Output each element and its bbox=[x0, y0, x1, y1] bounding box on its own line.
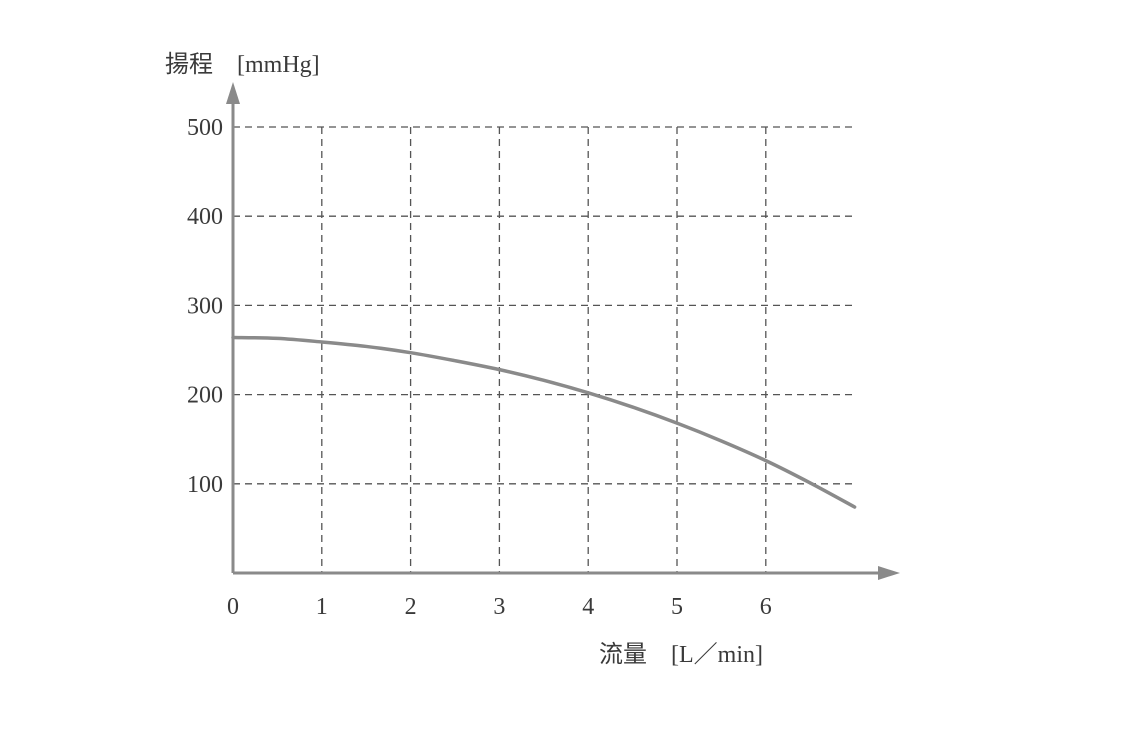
axes bbox=[226, 82, 900, 580]
y-tick-label-300: 300 bbox=[187, 293, 223, 319]
y-axis-arrowhead bbox=[226, 82, 240, 104]
x-axis-arrowhead bbox=[878, 566, 900, 580]
x-tick-label-4: 4 bbox=[582, 594, 594, 620]
x-tick-label-0: 0 bbox=[227, 594, 239, 620]
series-line-0 bbox=[231, 335, 857, 509]
tick-labels: 100 200 300 400 500 0 1 2 3 4 5 6 bbox=[187, 115, 772, 620]
x-tick-label-1: 1 bbox=[316, 594, 328, 620]
grid bbox=[233, 126, 856, 573]
series-layer bbox=[231, 335, 857, 509]
y-tick-label-200: 200 bbox=[187, 383, 223, 409]
x-axis-title: 流量 [L／min] bbox=[599, 641, 763, 668]
y-tick-label-400: 400 bbox=[187, 204, 223, 230]
y-tick-label-100: 100 bbox=[187, 472, 223, 498]
x-tick-label-5: 5 bbox=[671, 594, 683, 620]
x-tick-label-6: 6 bbox=[760, 594, 772, 620]
x-tick-label-3: 3 bbox=[493, 594, 505, 620]
y-axis-title: 揚程 [mmHg] bbox=[165, 51, 320, 78]
y-tick-label-500: 500 bbox=[187, 115, 223, 141]
x-tick-label-2: 2 bbox=[405, 594, 417, 620]
